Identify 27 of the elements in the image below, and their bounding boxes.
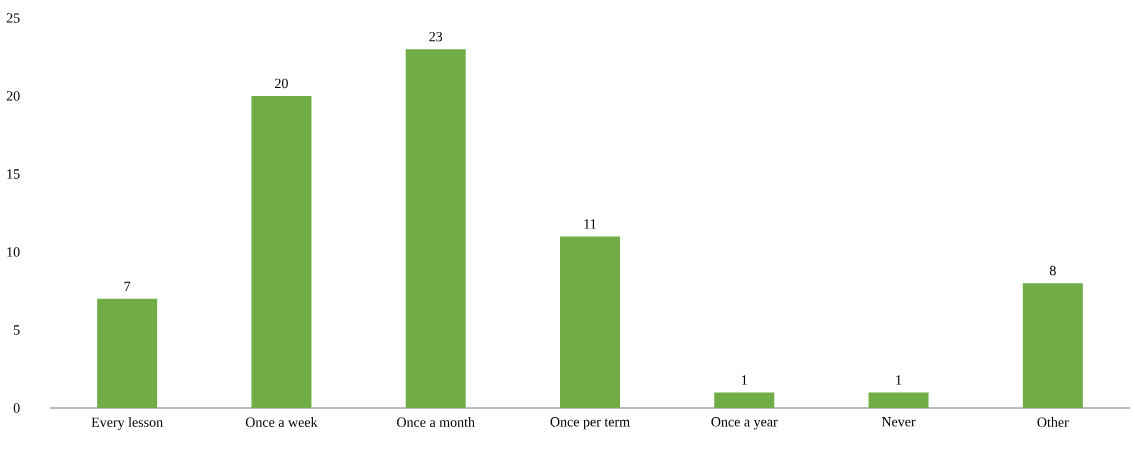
x-tick-label: Once per term [550, 417, 630, 430]
bar [405, 49, 466, 408]
data-label: 23 [429, 31, 443, 42]
x-tick-label: Every lesson [91, 417, 163, 430]
data-label: 1 [896, 375, 902, 385]
bar [559, 236, 620, 408]
bar [1022, 283, 1083, 408]
y-tick-label: 25 [6, 13, 20, 23]
x-tick-label: Once a month [397, 417, 475, 427]
x-tick-label: Never [881, 417, 916, 427]
y-tick-label: 20 [6, 91, 20, 101]
bar [97, 298, 158, 408]
y-tick-label: 0 [13, 403, 20, 413]
y-tick-label: 15 [7, 169, 20, 179]
bar [251, 95, 312, 408]
y-tick-label: 5 [13, 325, 20, 335]
data-label: 11 [584, 219, 596, 229]
x-tick-label: Other [1037, 417, 1069, 427]
y-tick-label: 10 [7, 247, 20, 257]
data-label: 1 [741, 375, 747, 385]
data-label: 7 [124, 281, 131, 291]
data-label: 8 [1049, 265, 1056, 276]
data-label: 20 [275, 78, 288, 89]
x-tick-label: Once a week [245, 417, 318, 427]
bar [714, 392, 775, 408]
bar [868, 392, 929, 408]
x-tick-label: Once a year [711, 417, 778, 430]
